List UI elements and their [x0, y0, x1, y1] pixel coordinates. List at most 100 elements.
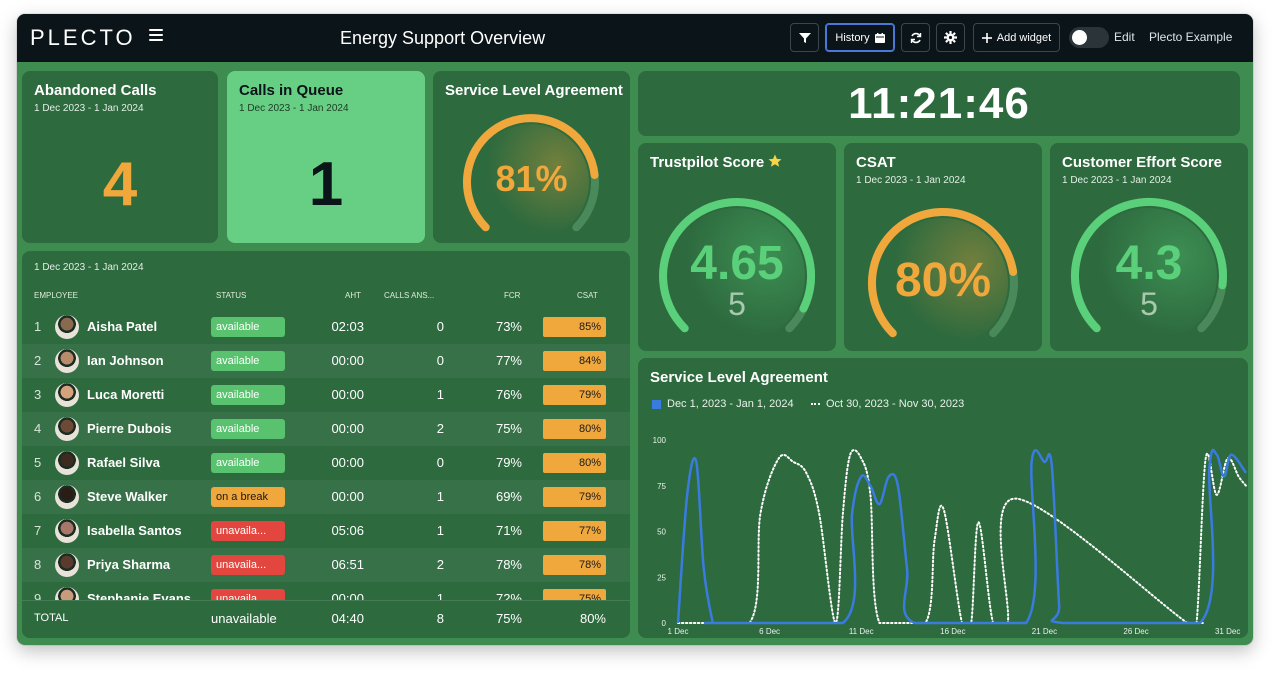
aht-value: 05:06	[331, 523, 364, 538]
chart-title: Service Level Agreement	[650, 369, 828, 386]
trustpilot-max: 5	[728, 286, 746, 322]
row-rank: 9	[34, 591, 42, 606]
filter-button[interactable]	[790, 23, 819, 52]
refresh-icon	[910, 32, 921, 43]
legend-series-1[interactable]: Dec 1, 2023 - Jan 1, 2024	[652, 398, 794, 410]
table-row[interactable]: 6 Steve Walker on a break 00:00 1 69% 79%	[22, 480, 630, 514]
calls-value: 0	[436, 353, 444, 368]
x-tick-label: 11 Dec	[849, 627, 874, 636]
abandoned-calls-widget[interactable]: Abandoned Calls 1 Dec 2023 - 1 Jan 2024 …	[22, 71, 218, 243]
account-name[interactable]: Plecto Example	[1149, 30, 1233, 44]
calls-value: 1	[436, 387, 444, 402]
settings-button[interactable]	[936, 23, 965, 52]
sla-gauge-widget[interactable]: Service Level Agreement 81%	[433, 71, 630, 243]
y-tick-label: 25	[657, 573, 666, 582]
table-row[interactable]: 4 Pierre Dubois available 00:00 2 75% 80%	[22, 412, 630, 446]
widget-date-range: 1 Dec 2023 - 1 Jan 2024	[239, 103, 349, 114]
sla-gauge-glow	[473, 124, 589, 240]
widget-date-range: 1 Dec 2023 - 1 Jan 2024	[34, 103, 144, 114]
avatar	[55, 451, 79, 475]
row-rank: 7	[34, 523, 42, 538]
calendar-icon	[874, 32, 885, 43]
csat-value: 80%	[543, 453, 606, 473]
widget-title: CSAT	[856, 154, 896, 171]
hamburger-menu-icon[interactable]	[149, 29, 163, 43]
toggle-knob	[1072, 30, 1087, 45]
trustpilot-widget[interactable]: Trustpilot Score 4.65 5	[638, 143, 836, 351]
header-status[interactable]: STATUS	[216, 291, 247, 300]
header-csat[interactable]: CSAT	[577, 291, 598, 300]
avatar	[55, 349, 79, 373]
sla-gauge-arc	[463, 114, 599, 240]
widget-title: Customer Effort Score	[1062, 154, 1223, 171]
clock-time: 11:21:46	[848, 78, 1030, 128]
refresh-button[interactable]	[901, 23, 930, 52]
avatar	[55, 519, 79, 543]
ces-value: 4.3	[1115, 237, 1183, 290]
table-row[interactable]: 1 Aisha Patel available 02:03 0 73% 85%	[22, 310, 630, 344]
status-badge: available	[211, 453, 285, 473]
clock-widget[interactable]: 11:21:46	[638, 71, 1240, 136]
calls-value: 2	[436, 557, 444, 572]
header-fcr[interactable]: FCR	[504, 291, 521, 300]
widget-title: Trustpilot Score	[650, 154, 782, 171]
fcr-value: 69%	[495, 489, 522, 504]
widget-title: Abandoned Calls	[34, 82, 157, 99]
fcr-value: 77%	[495, 353, 522, 368]
total-calls: 8	[436, 611, 444, 626]
total-aht: 04:40	[331, 611, 364, 626]
customer-effort-widget[interactable]: Customer Effort Score 1 Dec 2023 - 1 Jan…	[1050, 143, 1248, 351]
table-row[interactable]: 3 Luca Moretti available 00:00 1 76% 79%	[22, 378, 630, 412]
dashboard-title: Energy Support Overview	[340, 28, 546, 48]
legend-label: Oct 30, 2023 - Nov 30, 2023	[826, 398, 965, 410]
employee-table-widget[interactable]: 1 Dec 2023 - 1 Jan 2024 EMPLOYEE STATUS …	[22, 251, 630, 638]
header-employee[interactable]: EMPLOYEE	[34, 291, 79, 300]
aht-value: 00:00	[331, 421, 364, 436]
avatar	[55, 485, 79, 509]
csat-value: 80%	[543, 419, 606, 439]
series-line-1[interactable]	[676, 448, 1248, 625]
plecto-logo[interactable]: PLECTO	[30, 25, 136, 50]
csat-value: 78%	[543, 555, 606, 575]
csat-widget[interactable]: CSAT 1 Dec 2023 - 1 Jan 2024 80%	[844, 143, 1042, 351]
sla-line-chart-widget[interactable]: Service Level Agreement Dec 1, 2023 - Ja…	[638, 358, 1248, 638]
edit-toggle[interactable]	[1069, 27, 1109, 48]
row-rank: 2	[34, 353, 42, 368]
header-aht[interactable]: AHT	[345, 291, 361, 300]
header-calls-answered[interactable]: CALLS ANS...	[384, 291, 435, 300]
row-rank: 3	[34, 387, 42, 402]
avatar	[55, 315, 79, 339]
employee-name: Rafael Silva	[87, 455, 160, 470]
y-tick-label: 75	[657, 482, 666, 491]
csat-value: 80%	[894, 254, 992, 307]
csat-value: 84%	[543, 351, 606, 371]
table-row[interactable]: 5 Rafael Silva available 00:00 0 79% 80%	[22, 446, 630, 480]
row-rank: 5	[34, 455, 42, 470]
table-row[interactable]: 2 Ian Johnson available 00:00 0 77% 84%	[22, 344, 630, 378]
trustpilot-gauge-glow	[669, 208, 805, 344]
legend-series-2[interactable]: Oct 30, 2023 - Nov 30, 2023	[811, 398, 964, 410]
employee-name: Ian Johnson	[87, 353, 164, 368]
table-row[interactable]: 8 Priya Sharma unavaila... 06:51 2 78% 78%	[22, 548, 630, 582]
add-widget-button[interactable]: Add widget	[973, 23, 1060, 52]
filter-icon	[798, 32, 811, 43]
row-rank: 1	[34, 319, 42, 334]
calls-in-queue-widget[interactable]: Calls in Queue 1 Dec 2023 - 1 Jan 2024 1	[227, 71, 425, 243]
status-badge: on a break	[211, 487, 285, 507]
table-row[interactable]: 7 Isabella Santos unavaila... 05:06 1 71% 77%	[22, 514, 630, 548]
fcr-value: 73%	[495, 319, 522, 334]
calls-value: 1	[436, 489, 444, 504]
widget-title: Calls in Queue	[239, 82, 344, 99]
csat-value: 79%	[543, 385, 606, 405]
series-line-2[interactable]	[677, 449, 1247, 625]
avatar	[55, 417, 79, 441]
csat-gauge-fill	[867, 208, 1018, 338]
widget-date-range: 1 Dec 2023 - 1 Jan 2024	[1062, 175, 1172, 186]
trustpilot-value: 4.65	[690, 237, 784, 290]
abandoned-calls-value: 4	[102, 150, 138, 219]
history-button[interactable]: History	[825, 23, 895, 52]
employee-name: Priya Sharma	[87, 557, 171, 572]
y-tick-label: 50	[657, 528, 666, 537]
fcr-value: 75%	[495, 421, 522, 436]
aht-value: 06:51	[331, 557, 364, 572]
